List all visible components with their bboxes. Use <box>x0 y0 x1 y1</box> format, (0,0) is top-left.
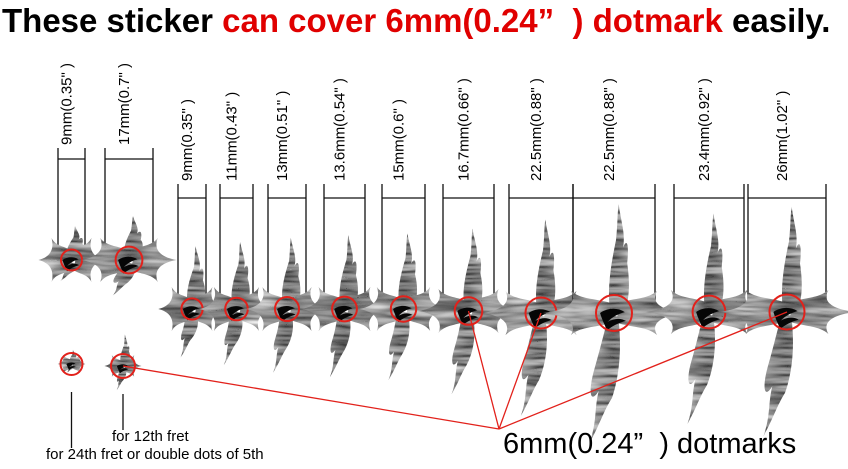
svg-text:16.7mm(0.66" ): 16.7mm(0.66" ) <box>456 78 473 181</box>
svg-text:for 12th fret: for 12th fret <box>112 428 190 445</box>
svg-text:15mm(0.6" ): 15mm(0.6" ) <box>391 99 408 181</box>
svg-text:9mm(0.35" ): 9mm(0.35" ) <box>59 63 76 145</box>
svg-text:13.6mm(0.54" ): 13.6mm(0.54" ) <box>332 78 349 181</box>
svg-text:22.5mm(0.88" ): 22.5mm(0.88" ) <box>528 78 545 181</box>
svg-text:17mm(0.7" ): 17mm(0.7" ) <box>116 63 133 145</box>
svg-text:22.5mm(0.88" ): 22.5mm(0.88" ) <box>601 78 618 181</box>
svg-text:23.4mm(0.92" ): 23.4mm(0.92" ) <box>696 78 713 181</box>
svg-text:for 24th fret or double dots o: for 24th fret or double dots of 5th <box>46 446 264 463</box>
svg-text:13mm(0.51" ): 13mm(0.51" ) <box>274 91 291 181</box>
svg-text:6mm(0.24” ) dotmarks: 6mm(0.24” ) dotmarks <box>503 428 796 460</box>
svg-text:11mm(0.43" ): 11mm(0.43" ) <box>224 92 241 181</box>
svg-text:9mm(0.35" ): 9mm(0.35" ) <box>179 99 196 181</box>
svg-text:26mm(1.02" ): 26mm(1.02" ) <box>774 91 791 181</box>
